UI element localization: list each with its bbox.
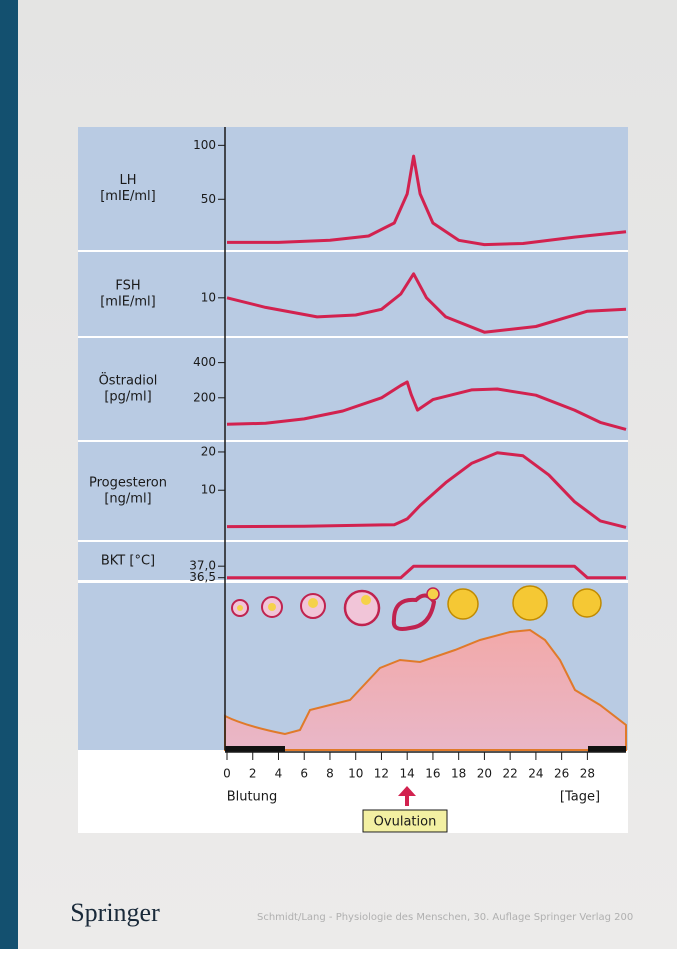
y-tick-label: 200 bbox=[193, 390, 216, 404]
x-right-label: [Tage] bbox=[560, 790, 600, 805]
logo: Springer bbox=[70, 898, 160, 927]
x-tick-label: 18 bbox=[451, 767, 466, 781]
y-axis-label: LH bbox=[119, 173, 136, 188]
x-left-label: Blutung bbox=[227, 790, 278, 805]
x-tick-label: 20 bbox=[477, 767, 492, 781]
page: Blutung [Tage] Ovulation Springer Schmid… bbox=[0, 0, 677, 949]
x-tick-label: 2 bbox=[249, 767, 257, 781]
y-axis-label: [pg/ml] bbox=[104, 390, 151, 405]
y-tick-label: 400 bbox=[193, 355, 216, 369]
panel bbox=[78, 338, 628, 440]
x-tick-label: 6 bbox=[300, 767, 308, 781]
panel bbox=[78, 542, 628, 580]
y-tick-label: 20 bbox=[201, 444, 216, 458]
x-tick-label: 24 bbox=[528, 767, 543, 781]
x-tick-label: 22 bbox=[503, 767, 518, 781]
y-axis-label: FSH bbox=[115, 279, 140, 294]
y-axis-label: [mIE/ml] bbox=[100, 189, 156, 204]
x-tick-label: 0 bbox=[223, 767, 231, 781]
x-tick-label: 10 bbox=[348, 767, 363, 781]
bleeding-bar bbox=[588, 746, 626, 752]
x-tick-label: 16 bbox=[425, 767, 440, 781]
y-tick-label: 10 bbox=[201, 290, 216, 304]
x-tick-label: 4 bbox=[275, 767, 283, 781]
y-tick-label: 37,0 bbox=[189, 559, 216, 573]
bleeding-bar bbox=[225, 746, 285, 752]
panel bbox=[78, 127, 628, 250]
ovulation-label: Ovulation bbox=[374, 815, 437, 830]
caption: Schmidt/Lang - Physiologie des Menschen,… bbox=[257, 912, 633, 923]
x-tick-label: 26 bbox=[554, 767, 569, 781]
x-tick-label: 12 bbox=[374, 767, 389, 781]
y-tick-label: 50 bbox=[201, 192, 216, 206]
y-tick-label: 10 bbox=[201, 483, 216, 497]
y-tick-label: 100 bbox=[193, 138, 216, 152]
y-axis-label: BKT [°C] bbox=[101, 554, 155, 569]
y-axis-label: [ng/ml] bbox=[104, 492, 151, 507]
x-tick-label: 8 bbox=[326, 767, 334, 781]
y-axis-label: Progesteron bbox=[89, 476, 167, 491]
y-axis-label: [mIE/ml] bbox=[100, 295, 156, 310]
x-tick-label: 28 bbox=[580, 767, 595, 781]
y-axis-label: Östradiol bbox=[99, 372, 158, 389]
x-tick-label: 14 bbox=[400, 767, 415, 781]
